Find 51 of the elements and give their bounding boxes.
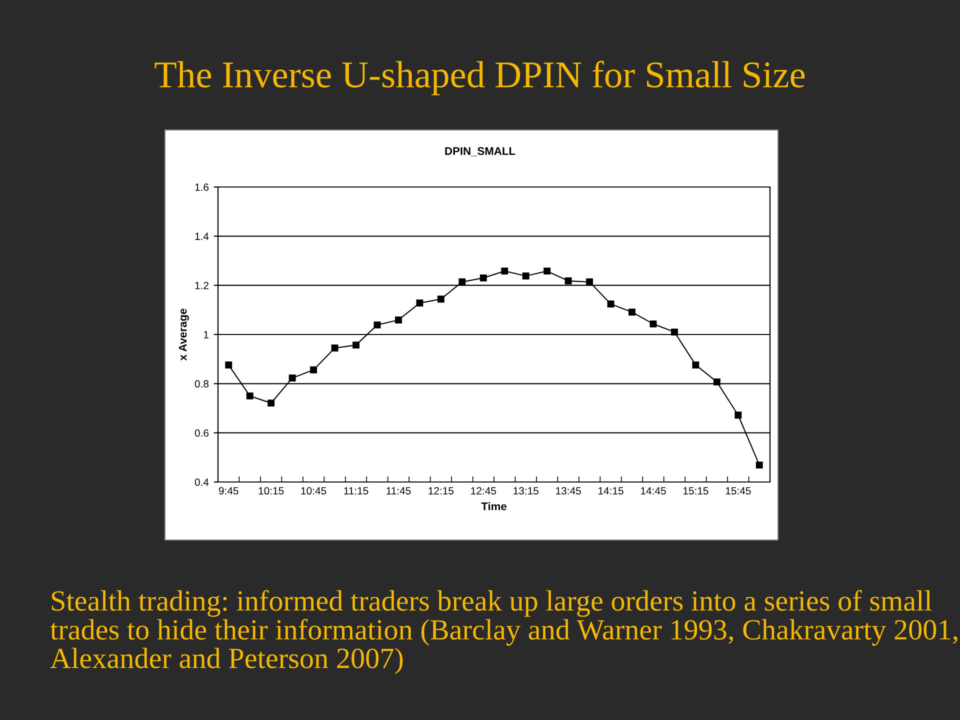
x-tick-label: 12:15 <box>428 487 454 495</box>
point <box>246 392 254 400</box>
point <box>734 412 742 419</box>
point <box>394 316 402 324</box>
y-tick-label: 1 <box>204 331 208 338</box>
x-tick-label: 11:15 <box>344 487 368 495</box>
chart-subtitle: DPIN_SMALL <box>445 147 516 156</box>
point <box>437 296 444 303</box>
y-tick-label: 0.8 <box>194 380 209 388</box>
text: Stealth trading: informed traders break up large orders into a series of small trades to hide their information (Barclay and Warner 1993, Chakravarty 2001, Alexander and Peterson 2007) <box>50 590 958 674</box>
y-tick-label: 0.4 <box>194 478 209 486</box>
point <box>670 328 678 336</box>
x-tick-label: 10:15 <box>258 487 284 495</box>
point <box>374 321 381 328</box>
point <box>544 268 551 275</box>
point <box>586 278 594 286</box>
point <box>501 268 508 275</box>
point <box>288 374 296 382</box>
point <box>310 366 318 374</box>
point <box>416 300 424 307</box>
x-tick-label: 15:15 <box>683 487 708 495</box>
point <box>564 277 572 284</box>
point <box>713 378 720 386</box>
y-axis-title: x Average <box>178 308 189 361</box>
point <box>480 274 487 282</box>
chart-title: The Inverse U-shaped DPIN for Small Size <box>154 60 805 96</box>
x-axis-title: Time <box>481 502 506 510</box>
y-tick-label: 1.4 <box>195 232 209 240</box>
y-tick-label: 0.6 <box>194 429 209 437</box>
point <box>352 342 360 349</box>
x-tick-label: 10:45 <box>301 487 326 495</box>
point <box>331 344 338 352</box>
point <box>756 462 763 469</box>
x-tick-label: 14:15 <box>598 487 624 495</box>
y-tick-label: 1.2 <box>195 282 208 290</box>
x-tick-label: 13:15 <box>514 487 538 495</box>
point <box>522 272 530 280</box>
y-tick-label: 1.6 <box>195 184 209 191</box>
point <box>692 362 700 368</box>
x-tick-label: 12:45 <box>471 487 496 495</box>
point <box>650 320 657 328</box>
x-tick-label: 9:45 <box>218 487 238 495</box>
point <box>225 362 232 368</box>
point <box>607 300 614 308</box>
x-tick-label: 11:45 <box>386 487 411 495</box>
point <box>628 308 636 316</box>
x-tick-label: 15:45 <box>726 487 751 495</box>
x-tick-label: 14:45 <box>640 487 666 495</box>
x-tick-label: 13:45 <box>556 487 581 495</box>
point <box>458 278 466 286</box>
point <box>268 400 275 407</box>
